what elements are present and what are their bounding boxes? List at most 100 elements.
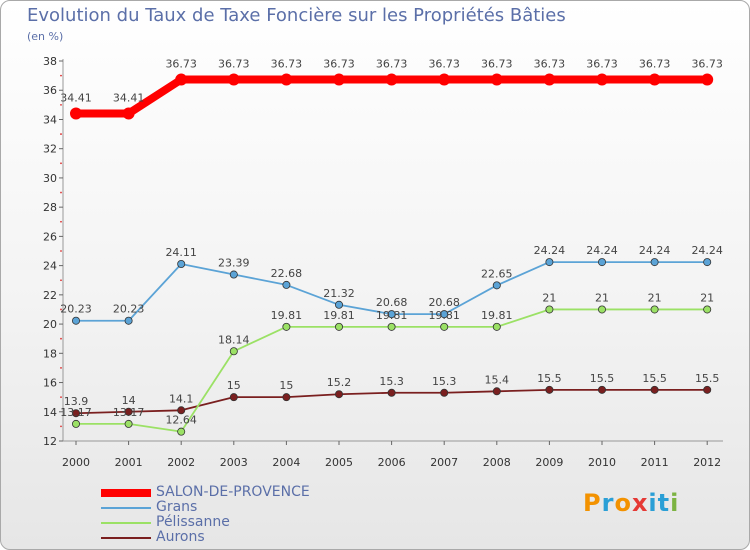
data-point-aurons bbox=[124, 407, 133, 416]
data-point-aurons bbox=[650, 385, 659, 394]
data-point-grans bbox=[229, 270, 238, 279]
data-point-salon-de-provence bbox=[385, 73, 398, 86]
data-point-aurons bbox=[598, 385, 607, 394]
x-tick-label: 2008 bbox=[483, 456, 511, 469]
x-tick-label: 2009 bbox=[535, 456, 563, 469]
data-point-grans bbox=[72, 316, 81, 325]
data-point-grans bbox=[334, 300, 343, 309]
data-point-pelissanne bbox=[229, 347, 238, 356]
data-point-salon-de-provence bbox=[280, 73, 293, 86]
legend-swatch bbox=[101, 536, 151, 539]
x-tick-label: 2005 bbox=[325, 456, 353, 469]
legend-swatch bbox=[101, 521, 151, 524]
data-point-aurons bbox=[229, 393, 238, 402]
data-label-aurons: 13.9 bbox=[64, 395, 89, 408]
x-tick-label: 2001 bbox=[115, 456, 143, 469]
data-label-pelissanne: 13.17 bbox=[113, 406, 145, 419]
data-label-salon-de-provence: 36.73 bbox=[691, 58, 723, 71]
logo-letter: i bbox=[648, 489, 658, 517]
x-tick-label: 2002 bbox=[167, 456, 195, 469]
y-minor-tick bbox=[60, 308, 62, 311]
data-label-grans: 20.68 bbox=[376, 296, 408, 309]
data-point-salon-de-provence bbox=[596, 73, 608, 86]
x-tick-label: 2004 bbox=[272, 456, 300, 469]
legend-swatch bbox=[101, 488, 151, 497]
data-point-aurons bbox=[177, 406, 186, 415]
data-label-salon-de-provence: 36.73 bbox=[481, 58, 513, 71]
data-point-pelissanne bbox=[124, 419, 133, 428]
chart-title: Evolution du Taux de Taxe Foncière sur l… bbox=[27, 5, 566, 26]
data-point-salon-de-provence bbox=[122, 107, 135, 120]
data-point-aurons bbox=[334, 390, 343, 399]
series-labels: 13.9 14 14.1 15 15 15.2 15.3 15.3 15.4 15.5 15.5 15… bbox=[60, 58, 723, 427]
data-label-pelissanne: 13.17 bbox=[60, 406, 92, 419]
data-label-aurons: 15.3 bbox=[432, 375, 457, 388]
data-label-grans: 24.11 bbox=[165, 246, 197, 259]
chart-subtitle: (en %) bbox=[27, 30, 64, 43]
data-label-pelissanne: 19.81 bbox=[376, 309, 408, 322]
data-label-aurons: 15.5 bbox=[590, 372, 615, 385]
legend-item-aurons: Aurons bbox=[101, 530, 361, 545]
data-point-salon-de-provence bbox=[227, 73, 240, 86]
legend-label: Aurons bbox=[156, 529, 205, 545]
data-label-aurons: 15.5 bbox=[642, 372, 667, 385]
y-minor-tick bbox=[60, 396, 62, 399]
data-label-pelissanne: 12.64 bbox=[165, 414, 197, 427]
data-label-salon-de-provence: 36.73 bbox=[586, 58, 618, 71]
data-label-grans: 22.68 bbox=[271, 267, 303, 280]
legend-swatch bbox=[101, 506, 151, 509]
y-tick-label: 26 bbox=[43, 230, 57, 243]
data-point-salon-de-provence bbox=[70, 107, 82, 120]
axes: 12 14 16 18 20 22 24 26 28 30 32 34 36 38 2000 2001 2002… bbox=[43, 55, 723, 469]
legend-label: Pélissanne bbox=[156, 514, 230, 530]
data-label-salon-de-provence: 34.41 bbox=[60, 91, 92, 104]
y-tick-label: 38 bbox=[43, 55, 57, 68]
data-label-salon-de-provence: 36.73 bbox=[376, 58, 408, 71]
data-label-salon-de-provence: 36.73 bbox=[271, 58, 303, 71]
data-label-salon-de-provence: 36.73 bbox=[428, 58, 460, 71]
data-point-grans bbox=[440, 310, 449, 319]
data-label-aurons: 15.3 bbox=[379, 375, 404, 388]
y-tick-label: 28 bbox=[43, 201, 57, 214]
data-label-pelissanne: 18.14 bbox=[218, 333, 250, 346]
series-points bbox=[70, 73, 714, 436]
data-point-aurons bbox=[282, 393, 291, 402]
data-label-aurons: 15.5 bbox=[537, 372, 562, 385]
data-point-salon-de-provence bbox=[333, 73, 345, 86]
data-point-aurons bbox=[440, 388, 449, 397]
data-label-salon-de-provence: 36.73 bbox=[639, 58, 671, 71]
data-point-aurons bbox=[492, 387, 501, 396]
data-label-grans: 21.32 bbox=[323, 287, 355, 300]
data-label-pelissanne: 21 bbox=[542, 291, 556, 304]
data-label-aurons: 15 bbox=[227, 379, 241, 392]
data-point-pelissanne bbox=[492, 322, 501, 331]
data-label-pelissanne: 21 bbox=[595, 291, 609, 304]
x-tick-label: 2003 bbox=[220, 456, 248, 469]
data-point-pelissanne bbox=[703, 305, 712, 314]
data-label-aurons: 15.2 bbox=[327, 376, 352, 389]
y-tick-label: 24 bbox=[43, 260, 57, 273]
data-point-pelissanne bbox=[650, 305, 659, 314]
y-tick-label: 22 bbox=[43, 289, 57, 302]
data-label-grans: 20.23 bbox=[60, 303, 92, 316]
data-label-salon-de-provence: 36.73 bbox=[323, 58, 355, 71]
data-point-grans bbox=[650, 258, 659, 267]
data-point-salon-de-provence bbox=[438, 73, 451, 86]
data-label-salon-de-provence: 36.73 bbox=[218, 58, 250, 71]
y-minor-tick bbox=[60, 279, 62, 282]
data-point-grans bbox=[598, 258, 607, 267]
legend-item-salon-de-provence: SALON-DE-PROVENCE bbox=[101, 485, 361, 500]
data-label-grans: 20.68 bbox=[428, 296, 460, 309]
x-tick-label: 2006 bbox=[378, 456, 406, 469]
data-point-pelissanne bbox=[440, 322, 449, 331]
data-label-aurons: 15.5 bbox=[695, 372, 720, 385]
legend-label: SALON-DE-PROVENCE bbox=[156, 484, 310, 500]
data-label-pelissanne: 21 bbox=[648, 291, 662, 304]
data-point-grans bbox=[124, 316, 133, 325]
y-minor-tick bbox=[60, 162, 62, 165]
logo-letter: i bbox=[670, 489, 680, 517]
y-tick-label: 12 bbox=[43, 435, 57, 448]
logo-letter: P bbox=[583, 489, 602, 517]
